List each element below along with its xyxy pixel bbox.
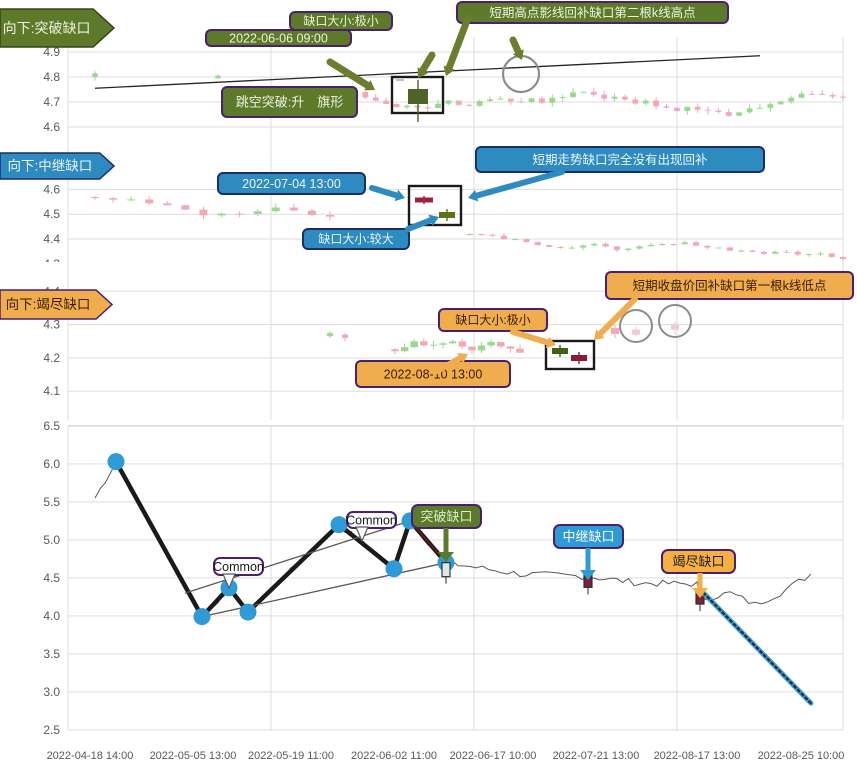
- svg-text:2022-08-10 13:00: 2022-08-10 13:00: [384, 367, 483, 381]
- svg-text:6.5: 6.5: [43, 420, 60, 433]
- svg-text:2022-07-04 13:00: 2022-07-04 13:00: [242, 177, 341, 191]
- svg-text:2022-06-17 10:00: 2022-06-17 10:00: [450, 750, 537, 762]
- svg-text:缺口大小:极小: 缺口大小:极小: [303, 13, 378, 28]
- svg-text:突破缺口: 突破缺口: [420, 509, 472, 524]
- svg-text:4.8: 4.8: [43, 70, 60, 84]
- svg-text:短期收盘价回补缺口第一根k线低点: 短期收盘价回补缺口第一根k线低点: [633, 278, 827, 293]
- svg-text:3.5: 3.5: [43, 647, 60, 661]
- svg-text:短期走势缺口完全没有出现回补: 短期走势缺口完全没有出现回补: [532, 152, 708, 167]
- svg-text:2022-06-02 11:00: 2022-06-02 11:00: [351, 750, 437, 762]
- svg-text:4.6: 4.6: [43, 182, 60, 196]
- svg-text:2022-08-17 13:00: 2022-08-17 13:00: [654, 750, 741, 762]
- svg-text:缺口大小:极小: 缺口大小:极小: [455, 312, 530, 327]
- svg-text:中继缺口: 中继缺口: [562, 529, 614, 544]
- svg-text:4.6: 4.6: [43, 120, 60, 131]
- svg-text:4.4: 4.4: [43, 232, 60, 246]
- svg-text:4.5: 4.5: [43, 571, 60, 585]
- svg-text:3.0: 3.0: [43, 685, 60, 699]
- svg-text:向下:突破缺口: 向下:突破缺口: [3, 20, 91, 36]
- svg-text:缺口大小:较大: 缺口大小:较大: [318, 231, 393, 246]
- svg-text:跳空突破:升 旗形: 跳空突破:升 旗形: [236, 95, 344, 110]
- svg-text:6.0: 6.0: [43, 457, 60, 471]
- svg-text:向下:竭尽缺口: 向下:竭尽缺口: [6, 297, 91, 312]
- svg-text:4.5: 4.5: [43, 207, 60, 221]
- svg-text:2022-08-25 10:00: 2022-08-25 10:00: [758, 750, 845, 762]
- svg-text:2022-05-05 13:00: 2022-05-05 13:00: [150, 750, 237, 762]
- svg-text:4.0: 4.0: [43, 609, 60, 623]
- svg-text:2022-04-18 14:00: 2022-04-18 14:00: [47, 750, 134, 762]
- svg-text:2.5: 2.5: [43, 723, 60, 737]
- svg-text:向下:中继缺口: 向下:中继缺口: [7, 159, 92, 174]
- svg-text:2022-05-19 11:00: 2022-05-19 11:00: [248, 750, 334, 762]
- svg-text:4.7: 4.7: [43, 95, 60, 109]
- svg-text:短期高点影线回补缺口第二根k线高点: 短期高点影线回补缺口第二根k线高点: [489, 5, 695, 20]
- svg-text:4.2: 4.2: [43, 351, 60, 365]
- svg-text:4.1: 4.1: [43, 384, 60, 398]
- svg-text:5.0: 5.0: [43, 533, 60, 547]
- svg-text:2022-06-06 09:00: 2022-06-06 09:00: [229, 31, 328, 45]
- svg-text:竭尽缺口: 竭尽缺口: [672, 554, 724, 569]
- svg-text:5.5: 5.5: [43, 495, 60, 509]
- svg-text:2022-07-21 13:00: 2022-07-21 13:00: [553, 750, 640, 762]
- svg-text:Common: Common: [346, 513, 397, 527]
- svg-text:Common: Common: [213, 560, 264, 574]
